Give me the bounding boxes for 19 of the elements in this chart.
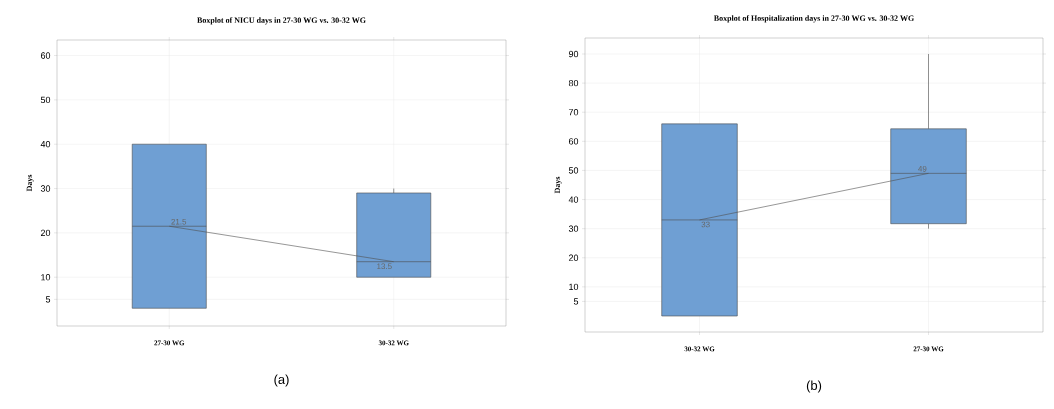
y-tick-label: 60: [40, 52, 51, 59]
y-tick-label: 80: [568, 79, 579, 87]
y-tick-label: 90: [568, 50, 579, 58]
y-tick-label: 30: [568, 225, 579, 232]
y-tick-label: 50: [40, 96, 51, 104]
y-tick-label: 20: [40, 229, 51, 237]
y-tick-label: 20: [568, 254, 579, 261]
text: (a): [274, 374, 289, 387]
y-tick-label: 40: [568, 196, 579, 203]
y-tick-label: 10: [41, 274, 51, 281]
y-tick-label: 40: [40, 141, 51, 148]
y-tick-label: 5: [573, 298, 579, 305]
y-tick-label: 70: [568, 109, 579, 116]
y-tick-label: 10: [569, 283, 579, 291]
text: (b): [806, 380, 822, 393]
y-tick-label: 50: [568, 167, 579, 174]
y-tick-label: 60: [568, 138, 579, 145]
y-tick-label: 30: [40, 185, 51, 192]
y-tick-label: 5: [45, 296, 51, 303]
